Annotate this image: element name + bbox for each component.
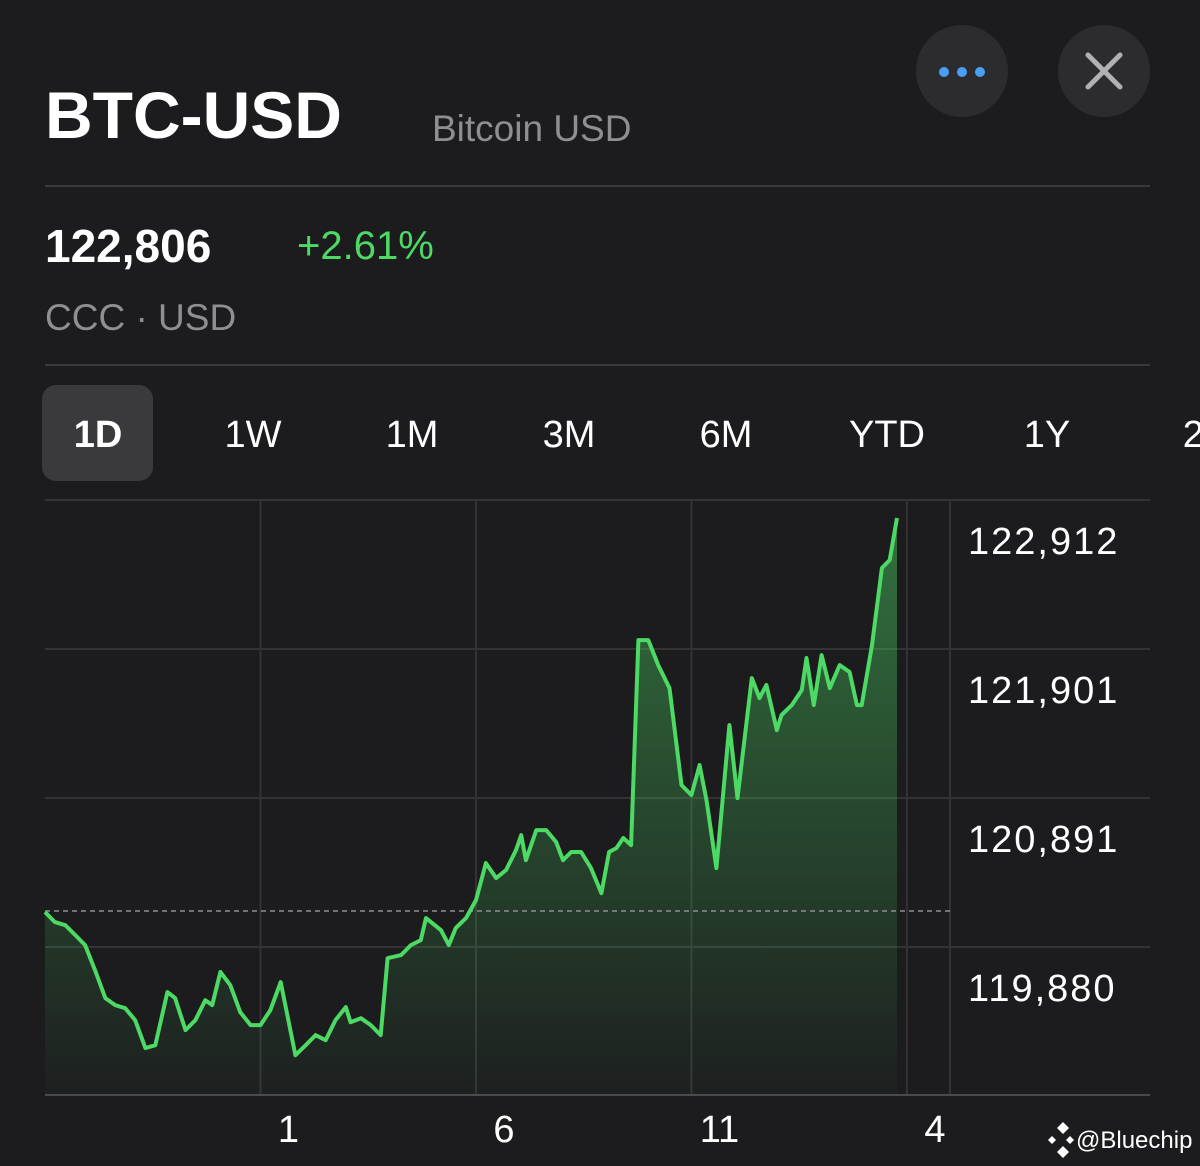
more-button[interactable] [916,25,1008,117]
range-tab[interactable]: 3M [543,414,596,456]
symbol: BTC-USD [45,78,342,152]
range-tab[interactable]: 2Y [1183,414,1200,456]
area [45,518,897,1095]
x-tick-label: 4 [924,1109,945,1151]
y-tick-label: 122,912 [968,521,1119,563]
watermark: @Bluechip [1048,1122,1192,1158]
close-button[interactable] [1058,25,1150,117]
x-tick-label: 11 [700,1109,739,1151]
range-tab[interactable]: 6M [700,414,753,456]
y-tick-label: 121,901 [968,670,1119,712]
price: 122,806 [45,220,211,272]
watermark-text: @Bluechip [1076,1127,1192,1154]
tab-selected-bg [42,385,153,481]
range-tab[interactable]: 1Y [1024,414,1070,456]
y-tick-label: 119,880 [968,968,1117,1010]
change: +2.61% [297,224,434,268]
exchange: CCC · USD [45,297,236,338]
range-tab[interactable]: 1W [225,414,282,456]
price-line [43,517,899,1058]
range-tab[interactable]: 1M [386,414,439,456]
x-tick-label: 6 [493,1109,514,1151]
x-tick-label: 1 [278,1109,299,1151]
name: Bitcoin USD [432,108,631,149]
y-tick-label: 120,891 [968,819,1119,861]
range-tab[interactable]: YTD [849,414,925,456]
range-tab[interactable]: 1D [74,414,123,456]
